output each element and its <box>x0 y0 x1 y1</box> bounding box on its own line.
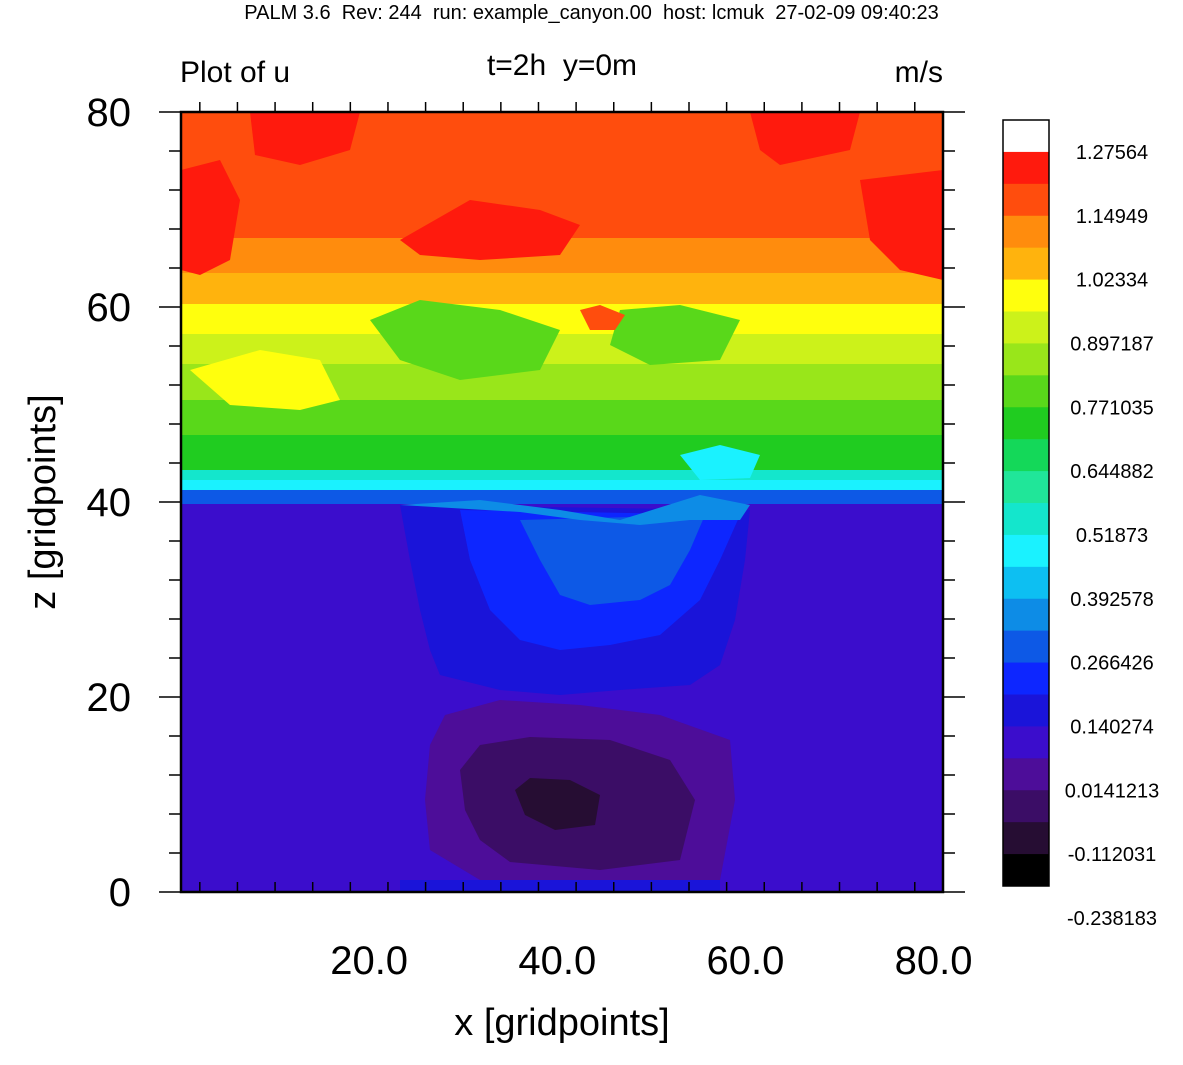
canyon-blue3 <box>520 515 705 605</box>
colorbar-swatch <box>1003 311 1049 344</box>
y-axis: 0 20 40 60 80 <box>87 91 965 915</box>
colorbar-swatch <box>1003 598 1049 632</box>
colorbar-label: 0.392578 <box>1070 589 1153 611</box>
colorbar-swatch <box>1003 790 1049 823</box>
colorbar-swatch <box>1003 120 1049 153</box>
colorbar-label: 0.644882 <box>1070 461 1153 483</box>
colorbar-label: 0.140274 <box>1070 716 1153 738</box>
colorbar-swatch <box>1003 534 1049 568</box>
colorbar-label: -0.238183 <box>1067 908 1157 930</box>
colorbar-swatch <box>1003 694 1049 727</box>
colorbar-swatch <box>1003 279 1049 312</box>
y-tick-label: 20 <box>87 676 132 720</box>
colorbar-label: 0.51873 <box>1076 525 1148 547</box>
plot-header: PALM 3.6 Rev: 244 run: example_canyon.00… <box>244 2 939 24</box>
colorbar-swatch <box>1003 151 1049 185</box>
colorbar-swatch <box>1003 822 1049 855</box>
colorbar-swatch <box>1003 247 1049 281</box>
colorbar-swatch <box>1003 503 1049 536</box>
colorbar-swatch <box>1003 630 1049 664</box>
colorbar-swatch <box>1003 726 1049 759</box>
colorbar-swatch <box>1003 407 1049 440</box>
colorbar-label: 0.897187 <box>1070 333 1153 355</box>
canyon-opening <box>400 495 750 525</box>
y-tick-label: 60 <box>87 286 132 330</box>
colorbar-label: 0.266426 <box>1070 653 1153 675</box>
colorbar-swatch <box>1003 183 1049 217</box>
y-axis-label: z [gridpoints] <box>22 394 64 609</box>
colorbar-swatch <box>1003 662 1049 695</box>
colorbar-label: 0.771035 <box>1070 397 1153 419</box>
plot-title: Plot of u <box>180 56 290 89</box>
colorbar-swatch <box>1003 439 1049 472</box>
colorbar-swatch <box>1003 343 1049 376</box>
colorbar-label: -0.112031 <box>1068 844 1157 866</box>
bottom-strip <box>400 880 720 892</box>
colorbar-swatch <box>1003 758 1049 791</box>
y-tick-label: 80 <box>87 91 132 135</box>
vortex-inner <box>515 778 600 830</box>
plot-subtitle: t=2h y=0m <box>487 49 637 82</box>
colorbar-frame <box>1002 119 1050 887</box>
colorbar-label: 1.27564 <box>1076 142 1148 164</box>
colorbar-swatch <box>1003 375 1049 408</box>
x-tick-label: 60.0 <box>707 939 785 983</box>
colorbar-swatch <box>1003 215 1049 249</box>
x-axis-label: x [gridpoints] <box>454 1002 669 1044</box>
colorbar: 1.27564 1.14949 1.02334 0.897187 0.771035 0.6… <box>1002 119 1160 930</box>
colorbar-label: 0.0141213 <box>1065 780 1160 802</box>
plot-units: m/s <box>895 56 943 89</box>
y-tick-label: 0 <box>109 871 131 915</box>
x-tick-label: 80.0 <box>895 939 973 983</box>
colorbar-swatch <box>1003 471 1049 504</box>
y-tick-label: 40 <box>87 481 132 525</box>
colorbar-swatch <box>1003 566 1049 600</box>
colorbar-label: 1.14949 <box>1076 206 1148 228</box>
x-tick-label: 20.0 <box>330 939 408 983</box>
x-axis: 20.0 40.0 60.0 80.0 <box>199 102 973 983</box>
contour-field <box>181 112 943 892</box>
colorbar-swatch <box>1003 854 1049 887</box>
colorbar-label: 1.02334 <box>1076 270 1148 292</box>
x-tick-label: 40.0 <box>518 939 596 983</box>
